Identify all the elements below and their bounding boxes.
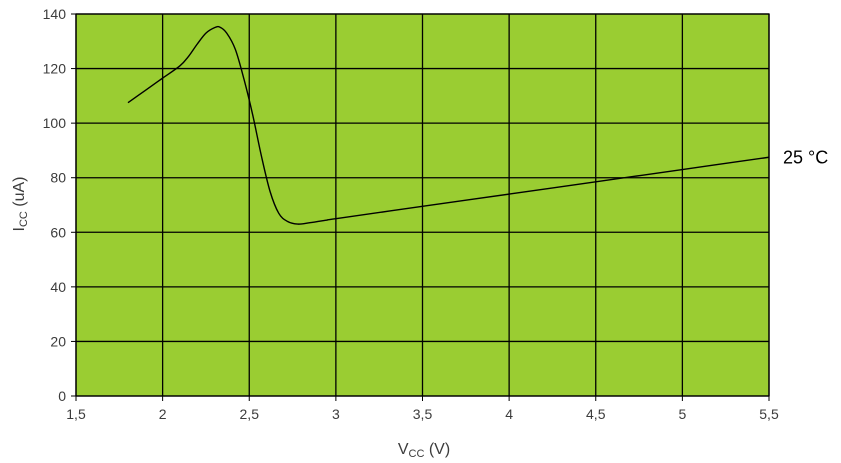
series-label-0: 25 °C [783, 147, 828, 167]
y-tick-label-2: 40 [50, 279, 66, 295]
y-axis-label-main: I [11, 227, 28, 231]
x-tick-label-2: 2,5 [240, 406, 260, 422]
x-axis-label-unit: (V) [424, 441, 450, 458]
y-tick-label-0: 0 [58, 388, 66, 404]
y-tick-labels: 0 20 40 60 80 100 120 140 [43, 6, 76, 404]
y-tick-label-4: 80 [50, 170, 66, 186]
x-tick-label-6: 4,5 [586, 406, 606, 422]
y-tick-label-6: 120 [43, 61, 67, 77]
x-tick-labels: 1,5 2 2,5 3 3,5 4 4,5 5 5,5 [66, 396, 779, 422]
x-tick-label-1: 2 [159, 406, 167, 422]
x-tick-label-7: 5 [678, 406, 686, 422]
series-labels: 25 °C [783, 147, 828, 167]
series-line-0 [127, 25, 770, 225]
y-axis-label-unit: (uA) [11, 176, 28, 211]
y-axis-label: ICC (uA) [11, 176, 30, 231]
x-tick-label-8: 5,5 [759, 406, 779, 422]
x-axis-label: VCC (V) [398, 441, 450, 460]
y-tick-label-3: 60 [50, 224, 66, 240]
x-axis-label-main: V [398, 441, 409, 458]
x-tick-label-3: 3 [332, 406, 340, 422]
x-tick-label-0: 1,5 [66, 406, 86, 422]
y-tick-label-5: 100 [43, 115, 67, 131]
y-axis-label-sub: CC [18, 211, 30, 227]
y-tick-label-1: 20 [50, 333, 66, 349]
x-tick-label-4: 3,5 [413, 406, 433, 422]
y-tick-label-7: 140 [43, 6, 67, 22]
x-tick-label-5: 4 [505, 406, 513, 422]
series-lines [127, 25, 770, 225]
x-axis-label-sub: CC [409, 448, 425, 460]
